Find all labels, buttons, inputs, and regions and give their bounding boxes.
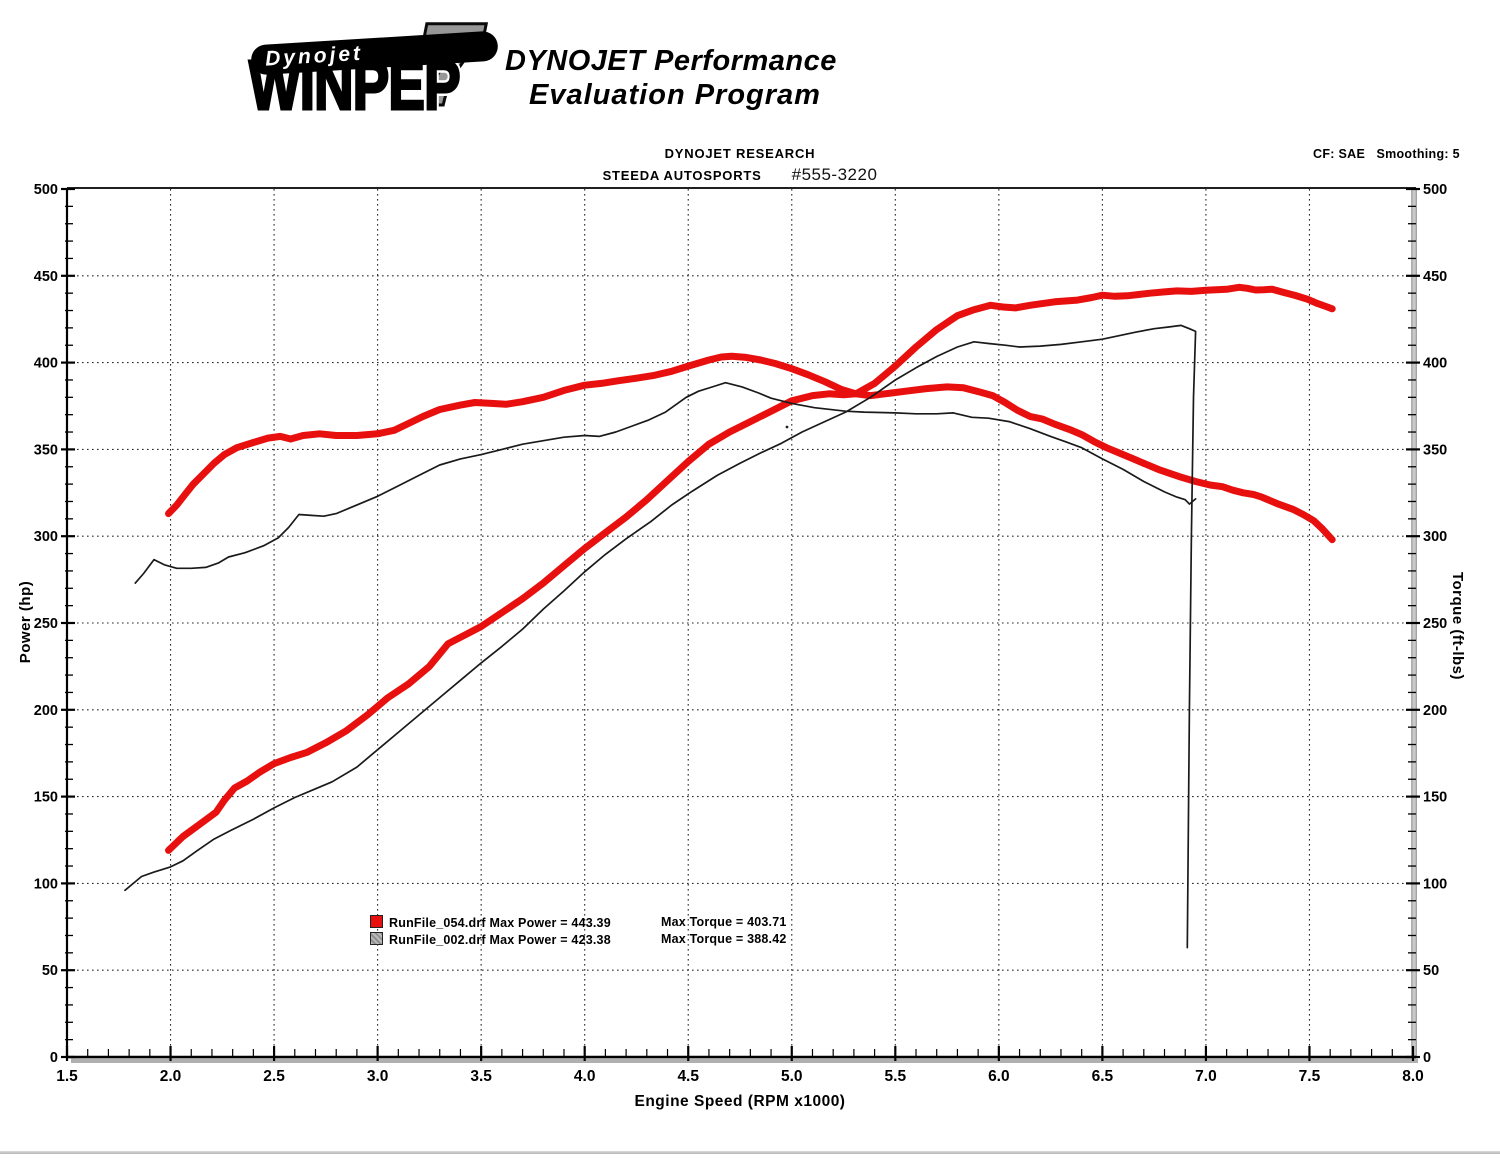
svg-text:100: 100	[1423, 876, 1447, 892]
svg-text:350: 350	[34, 442, 58, 458]
svg-text:50: 50	[42, 963, 58, 979]
run-number: #555-3220	[791, 165, 878, 184]
run002-max-power: Max Power = 423.38	[489, 933, 611, 947]
svg-text:450: 450	[1423, 269, 1447, 285]
series-runfile-054-power	[165, 283, 1336, 854]
dyno-facility-name: DYNOJET RESEARCH	[664, 146, 816, 161]
tick-labels: 0 0 50 50 100 100 150 150 200 200 250 250 300 300 350 3…	[34, 182, 1447, 1085]
run054-max-power: Max Power = 443.39	[489, 916, 611, 930]
svg-text:450: 450	[34, 269, 58, 285]
legend-row-run002: RunFile_002.drf Max Power = 423.38 Max T…	[370, 932, 930, 949]
svg-text:0: 0	[50, 1050, 58, 1066]
correction-factor-label: CF: SAE Smoothing: 5	[1313, 147, 1460, 161]
series-runfile-002-torque	[134, 381, 1197, 584]
svg-text:250: 250	[34, 616, 58, 632]
svg-text:300: 300	[34, 529, 58, 545]
svg-text:1.5: 1.5	[56, 1068, 78, 1085]
svg-text:5.5: 5.5	[885, 1068, 907, 1085]
run002-max-torque: Max Torque = 388.42	[661, 932, 787, 946]
svg-text:8.0: 8.0	[1402, 1068, 1424, 1085]
program-title-line2: Evaluation Program	[529, 79, 821, 111]
svg-text:250: 250	[1423, 616, 1447, 632]
svg-text:6.0: 6.0	[988, 1068, 1010, 1085]
svg-text:350: 350	[1423, 442, 1447, 458]
scan-speck	[785, 425, 789, 429]
svg-text:4.5: 4.5	[677, 1068, 699, 1085]
run054-file-label: RunFile_054.drf	[389, 916, 486, 930]
legend-row-run054: RunFile_054.drf Max Power = 443.39 Max T…	[370, 915, 930, 932]
shop-name: STEEDA AUTOSPORTS	[602, 168, 762, 183]
svg-text:200: 200	[1423, 703, 1447, 719]
run002-file-label: RunFile_002.drf	[389, 933, 486, 947]
program-title: DYNOJET Performance Evaluation Program	[505, 44, 845, 112]
cf-value: CF: SAE	[1313, 147, 1366, 161]
series-runfile-002-power	[124, 324, 1197, 949]
svg-text:150: 150	[1423, 790, 1447, 806]
shop-line: STEEDA AUTOSPORTS #555-3220	[540, 165, 940, 185]
series-runfile-054-torque	[165, 352, 1336, 544]
svg-text:100: 100	[34, 876, 58, 892]
axis-ticks	[61, 187, 1420, 1061]
svg-text:6.5: 6.5	[1092, 1068, 1114, 1085]
rpm-axis-title: Engine Speed (RPM x1000)	[635, 1093, 846, 1110]
svg-text:4.0: 4.0	[574, 1068, 596, 1085]
report-header: DYNOJET RESEARCH STEEDA AUTOSPORTS #555-…	[540, 146, 940, 185]
svg-text:0: 0	[1423, 1050, 1431, 1066]
svg-text:2.0: 2.0	[160, 1068, 182, 1085]
svg-text:150: 150	[34, 790, 58, 806]
dynojet-wordmark: Dynojet	[264, 41, 364, 71]
svg-text:2.5: 2.5	[263, 1068, 285, 1085]
logo-seven: 7	[415, 0, 484, 131]
smoothing-value: Smoothing: 5	[1376, 147, 1460, 161]
svg-text:3.0: 3.0	[367, 1068, 389, 1085]
run054-swatch-icon	[370, 915, 383, 928]
run002-swatch-icon	[370, 932, 383, 945]
page-bottom-edge	[0, 1151, 1500, 1154]
svg-text:7.0: 7.0	[1195, 1068, 1217, 1085]
torque-axis-title: Torque (ft-lbs)	[1449, 572, 1466, 680]
svg-text:400: 400	[1423, 356, 1447, 372]
svg-text:50: 50	[1423, 963, 1439, 979]
svg-text:3.5: 3.5	[470, 1068, 492, 1085]
svg-text:500: 500	[34, 182, 58, 198]
chart-legend: RunFile_054.drf Max Power = 443.39 Max T…	[370, 915, 930, 949]
program-title-line1: DYNOJET Performance	[505, 45, 837, 77]
svg-text:200: 200	[34, 703, 58, 719]
power-axis-title: Power (hp)	[17, 581, 34, 664]
svg-text:400: 400	[34, 356, 58, 372]
svg-text:7.5: 7.5	[1299, 1068, 1321, 1085]
svg-text:500: 500	[1423, 182, 1447, 198]
svg-text:300: 300	[1423, 529, 1447, 545]
run054-max-torque: Max Torque = 403.71	[661, 915, 787, 929]
svg-text:5.0: 5.0	[781, 1068, 803, 1085]
